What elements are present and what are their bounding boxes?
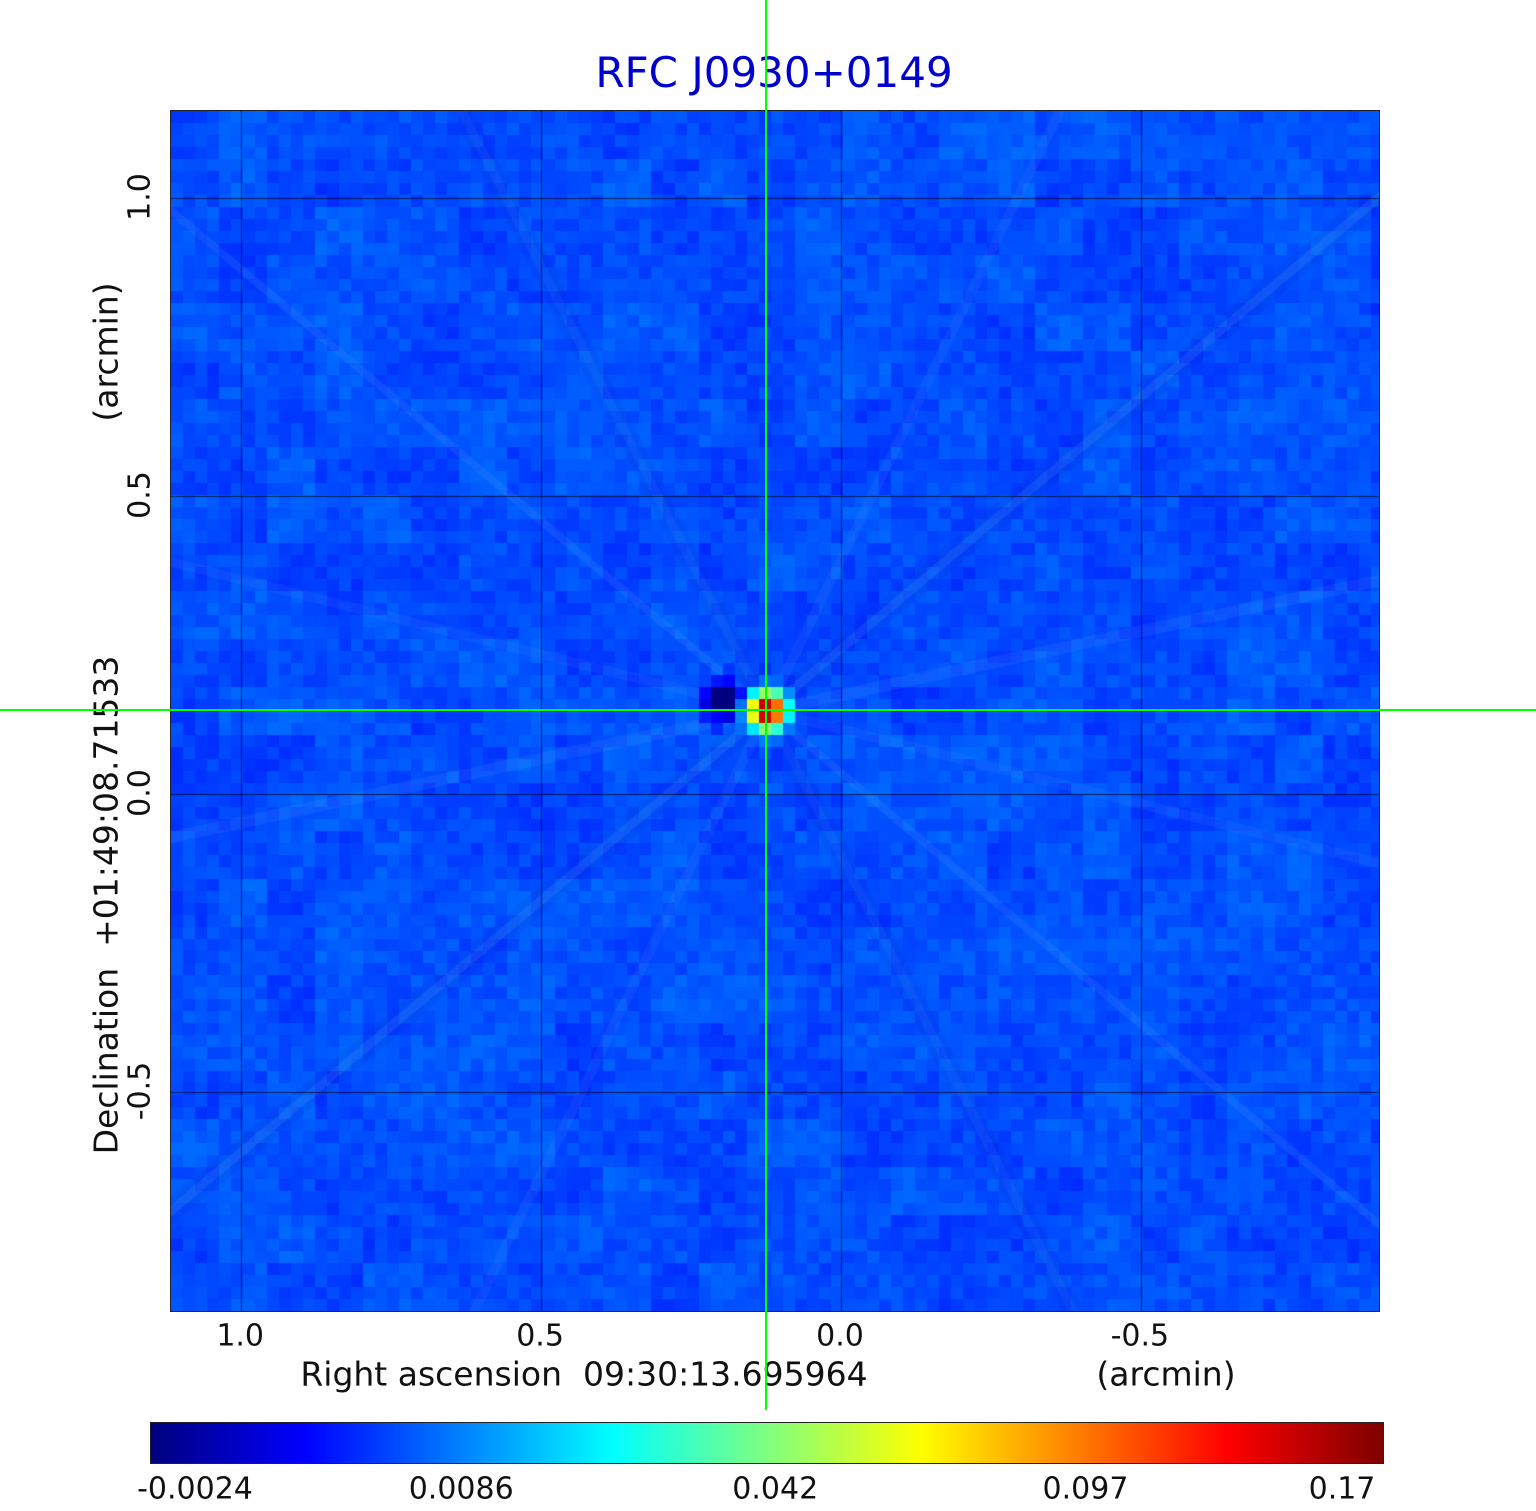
- x-tick-label: 0.5: [516, 1318, 564, 1354]
- y-tick-label: 1.0: [122, 173, 158, 221]
- figure-title: RFC J0930+0149: [595, 48, 953, 97]
- sky-image-plot: [170, 110, 1380, 1312]
- x-tick-label: 0.0: [816, 1318, 864, 1354]
- x-tick-label: 1.0: [216, 1318, 265, 1354]
- crosshair-vertical-line: [765, 0, 768, 1410]
- x-axis-label: Right ascension 09:30:13.695964: [300, 1354, 868, 1394]
- y-axis-label: Declination +01:49:08.71533: [86, 655, 126, 1155]
- y-tick-label: -0.5: [122, 1061, 158, 1121]
- x-axis-unit-label: (arcmin): [1096, 1354, 1236, 1394]
- colorbar-tick-label: 0.17: [1308, 1471, 1376, 1507]
- colorbar-tick-label: 0.0086: [408, 1471, 514, 1507]
- colorbar-tick-label: -0.0024: [137, 1471, 253, 1507]
- crosshair-horizontal-line: [0, 708, 1536, 711]
- colorbar-tick-label: 0.097: [1042, 1471, 1129, 1507]
- colorbar: [150, 1422, 1384, 1464]
- y-axis-unit-label: (arcmin): [86, 282, 126, 422]
- colorbar-tick-label: 0.042: [732, 1471, 819, 1507]
- sky-image-canvas: [171, 111, 1379, 1311]
- x-tick-label: -0.5: [1110, 1318, 1170, 1354]
- y-tick-label: 0.5: [122, 471, 158, 519]
- colorbar-canvas: [151, 1423, 1383, 1463]
- y-tick-label: 0.0: [122, 769, 158, 818]
